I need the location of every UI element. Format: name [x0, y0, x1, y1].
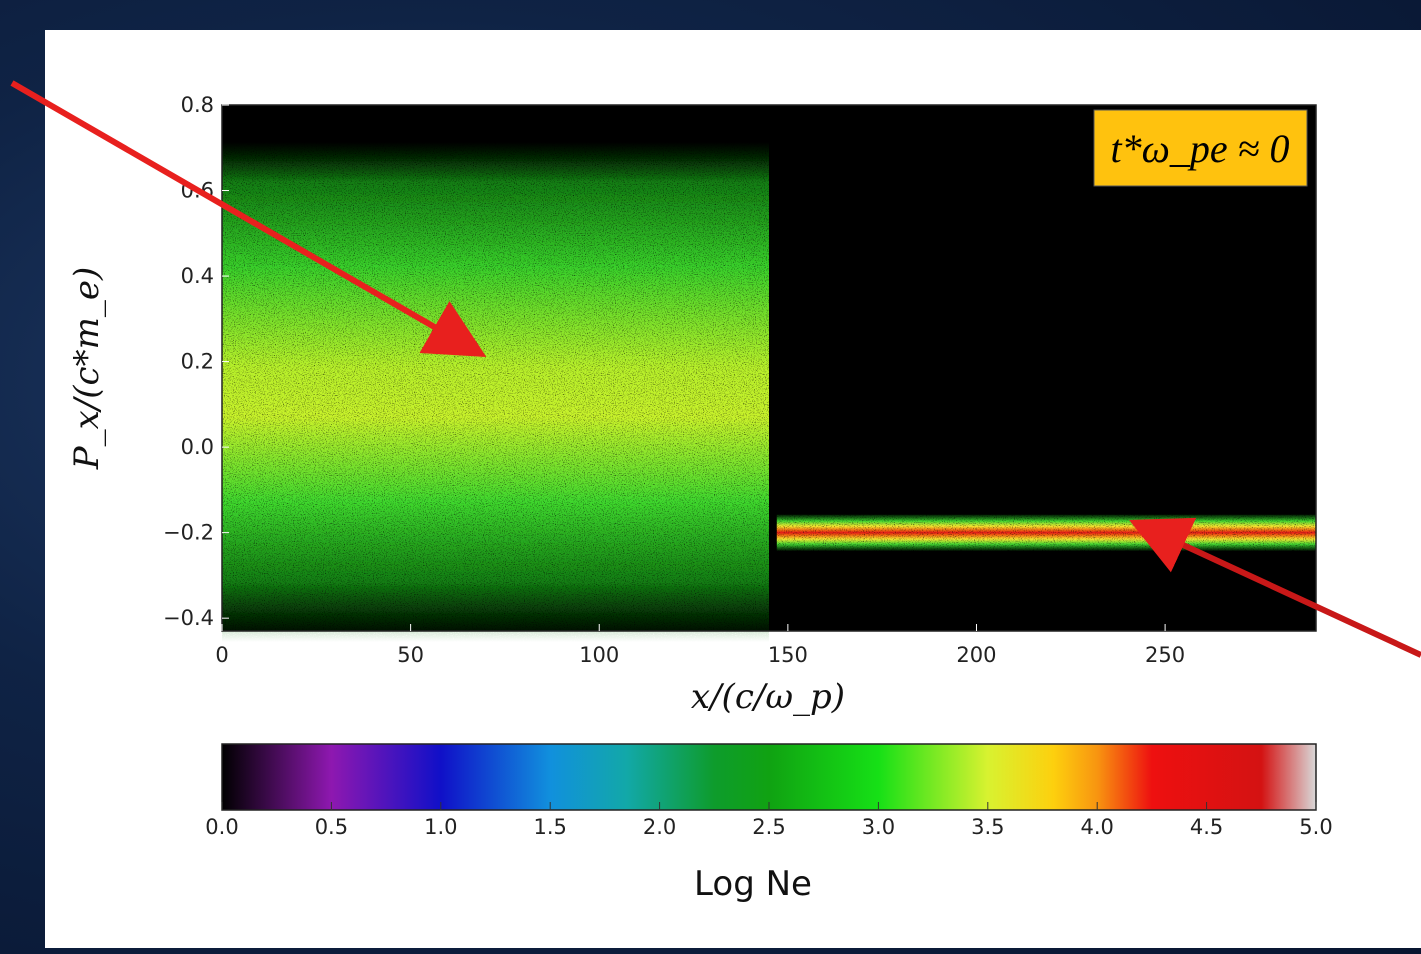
plot-frame — [221, 104, 1317, 632]
x-tick-label: 50 — [397, 643, 424, 667]
x-tick-label: 150 — [768, 643, 808, 667]
colorbar-tick-label: 4.0 — [1080, 815, 1113, 839]
x-axis-ticks: 0 50 100 150 200 250 — [215, 624, 1185, 667]
colorbar-tick-label: 4.5 — [1190, 815, 1223, 839]
time-annotation: t*ω_pe ≈ 0 — [1110, 126, 1289, 171]
y-tick-label: −0.4 — [163, 606, 214, 630]
colorbar-tick-label: 1.0 — [424, 815, 457, 839]
colorbar-tick-label: 0.5 — [315, 815, 348, 839]
colorbar-tick-label: 3.5 — [971, 815, 1004, 839]
colorbar-tick-label: 0.0 — [205, 815, 238, 839]
x-tick-label: 250 — [1145, 643, 1185, 667]
time-annotation-box — [1093, 109, 1308, 187]
colorbar-tick-label: 2.0 — [643, 815, 676, 839]
y-axis-ticks: −0.4−0.20.00.20.40.60.8 — [163, 93, 229, 630]
x-tick-label: 0 — [215, 643, 228, 667]
arrow-to-right-band — [1129, 517, 1421, 658]
x-tick-label: 100 — [579, 643, 619, 667]
y-axis-label: P_x/(c*m_e) — [67, 267, 107, 470]
y-tick-label: −0.2 — [163, 521, 214, 545]
y-tick-label: 0.4 — [181, 264, 214, 288]
y-tick-label: 0.2 — [181, 350, 214, 374]
density-region-1 — [222, 141, 769, 643]
density-layer — [222, 141, 1316, 643]
x-axis-label: x/(c/ω_p) — [691, 677, 845, 717]
colorbar-tick-label: 2.5 — [752, 815, 785, 839]
x-tick-label: 200 — [956, 643, 996, 667]
colorbar-tick-label: 3.0 — [862, 815, 895, 839]
colorbar-ticks: 0.0 0.5 1.0 1.5 2.0 2.5 3.0 3.5 4.0 4.5 5.0 — [205, 802, 1333, 839]
arrow-to-left-region — [10, 80, 487, 358]
y-tick-label: 0.0 — [181, 435, 214, 459]
colorbar-tick-label: 5.0 — [1299, 815, 1332, 839]
colorbar-title: Log Ne — [694, 864, 812, 904]
colorbar — [221, 743, 1317, 811]
density-region-2 — [776, 514, 1316, 551]
y-tick-label: 0.8 — [181, 93, 214, 117]
colorbar-tick-label: 1.5 — [533, 815, 566, 839]
